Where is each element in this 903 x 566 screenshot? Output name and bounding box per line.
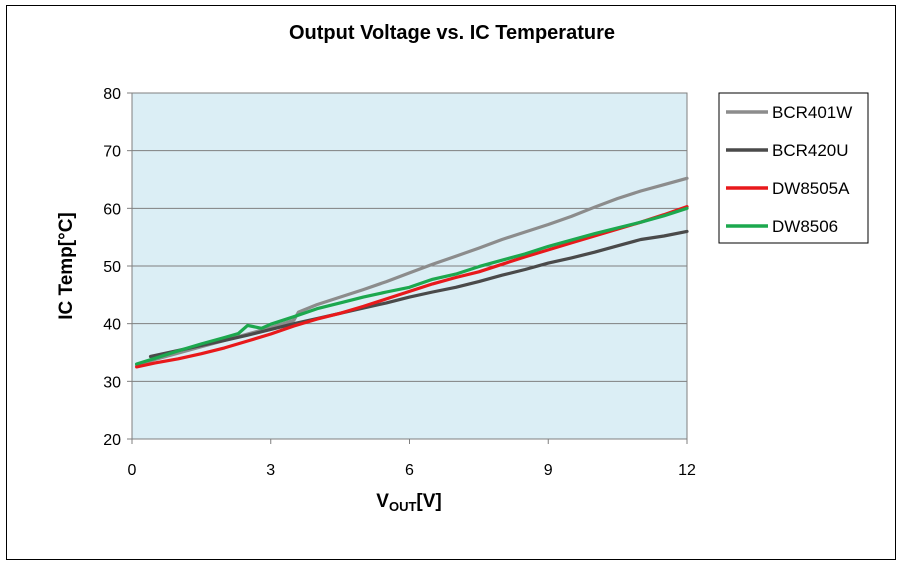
x-tick-label: 6 <box>405 462 414 479</box>
x-tick-label: 12 <box>678 462 696 479</box>
y-axis-ticks: 20 30 40 50 60 70 80 <box>103 86 132 449</box>
legend-box <box>718 92 869 244</box>
series-line-bcr420u <box>148 229 689 359</box>
x-tick-label: 0 <box>128 462 137 479</box>
x-axis-label-main: V <box>376 491 389 512</box>
x-axis-label-sub: OUT <box>389 499 417 514</box>
x-axis-label-unit: [V] <box>416 491 441 512</box>
y-axis-label: IC Temp[°C] <box>56 212 77 320</box>
series-line-dw8505a <box>135 205 689 369</box>
legend: BCR401W BCR420U DW8505A DW8506 <box>726 103 852 236</box>
y-tick-label: 60 <box>103 201 121 218</box>
y-tick-label: 80 <box>103 86 121 103</box>
legend-label-bcr401w: BCR401W <box>772 103 852 122</box>
y-tick-label: 40 <box>103 317 121 334</box>
series-layer <box>135 176 689 369</box>
y-tick-label: 50 <box>103 259 121 276</box>
y-tick-label: 70 <box>103 144 121 161</box>
x-axis-label: VOUT[V] <box>376 491 441 514</box>
y-tick-label: 20 <box>103 432 121 449</box>
legend-label-dw8506: DW8506 <box>772 217 838 236</box>
x-tick-label: 3 <box>266 462 275 479</box>
series-line-dw8506 <box>135 206 689 366</box>
chart-title: Output Voltage vs. IC Temperature <box>289 22 615 44</box>
legend-label-dw8505a: DW8505A <box>772 179 850 198</box>
x-tick-label: 9 <box>544 462 553 479</box>
x-axis-ticks: 0 3 6 9 12 <box>128 439 696 479</box>
legend-label-bcr420u: BCR420U <box>772 141 849 160</box>
y-tick-label: 30 <box>103 374 121 391</box>
